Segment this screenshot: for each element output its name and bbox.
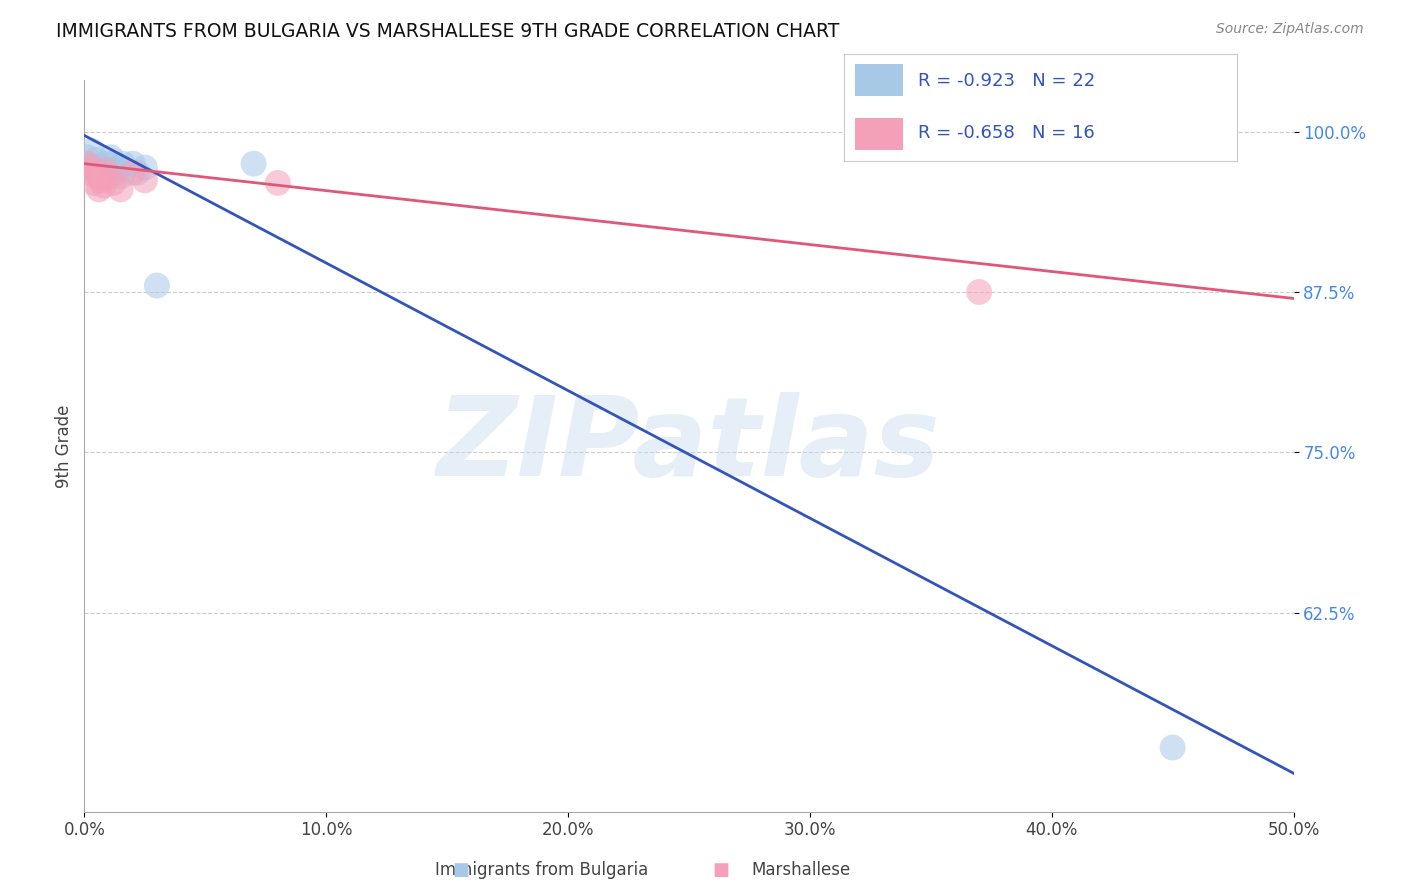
Y-axis label: 9th Grade: 9th Grade [55,404,73,488]
Point [97,169,120,184]
Point [103,157,125,171]
Point [93,166,115,180]
Text: Marshallese: Marshallese [752,861,851,879]
Point [967,285,990,299]
Point [242,157,264,171]
Point [77,157,100,171]
Text: R = -0.923   N = 22: R = -0.923 N = 22 [918,72,1095,90]
Point [127,166,149,180]
Point [267,176,290,190]
Point [77,166,100,180]
Point [97,163,120,178]
Point [83,163,105,178]
Point [103,176,125,190]
Point [146,278,169,293]
Text: IMMIGRANTS FROM BULGARIA VS MARSHALLESE 9TH GRADE CORRELATION CHART: IMMIGRANTS FROM BULGARIA VS MARSHALLESE … [56,22,839,41]
Point [86,153,108,167]
Point [107,161,129,175]
Point [87,182,110,196]
FancyBboxPatch shape [855,118,903,150]
Point [134,161,156,175]
FancyBboxPatch shape [855,64,903,96]
Point [134,173,156,187]
Point [76,150,98,164]
Point [121,157,143,171]
Point [100,150,122,164]
Point [110,182,132,196]
Point [83,176,105,190]
Point [121,166,143,180]
Point [110,169,132,184]
Point [93,178,115,193]
Point [80,161,103,175]
Point [80,144,103,158]
Text: ■: ■ [713,861,730,879]
Point [86,169,108,184]
Text: ZIPatlas: ZIPatlas [437,392,941,500]
Text: R = -0.658   N = 16: R = -0.658 N = 16 [918,124,1095,142]
Point [87,169,110,184]
Point [94,163,117,178]
Point [112,157,135,171]
Text: Immigrants from Bulgaria: Immigrants from Bulgaria [434,861,648,879]
Point [76,157,98,171]
Text: ■: ■ [453,861,470,879]
Point [90,173,112,187]
Text: Source: ZipAtlas.com: Source: ZipAtlas.com [1216,22,1364,37]
Point [90,161,112,175]
Point [104,166,127,180]
Point [94,157,117,171]
Point [1161,740,1184,755]
